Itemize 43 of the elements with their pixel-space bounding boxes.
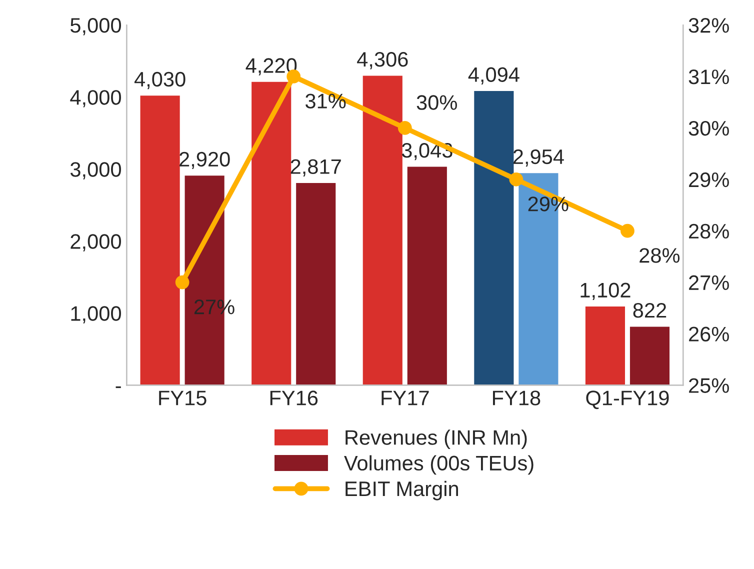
bar bbox=[294, 182, 338, 386]
point bbox=[620, 224, 634, 238]
data-label: 822 bbox=[633, 302, 666, 318]
y-tick-label: 2,000 bbox=[70, 234, 121, 252]
bar bbox=[472, 90, 516, 386]
y2-tick-label: 26% bbox=[689, 326, 729, 342]
data-label: 4,030 bbox=[134, 72, 186, 90]
y2-tick-label: 32% bbox=[688, 18, 729, 33]
legend-label: EBIT Margin bbox=[346, 480, 458, 500]
data-label: 1,102 bbox=[580, 282, 630, 300]
bar bbox=[628, 325, 671, 386]
x-tick-label: FY18 bbox=[493, 390, 540, 406]
legend-label: Volumes (00s TEUs) bbox=[344, 455, 534, 475]
y2-tick-label: 31% bbox=[688, 69, 729, 84]
point bbox=[509, 172, 524, 186]
point bbox=[175, 275, 190, 290]
y-tick-label: 5,000 bbox=[70, 18, 121, 36]
y2-tick-label: 30% bbox=[688, 120, 729, 136]
x-tick-label: FY15 bbox=[159, 390, 206, 406]
y2-tick-label: 27% bbox=[689, 275, 729, 290]
bar bbox=[361, 74, 404, 386]
x-tick-label: FY16 bbox=[270, 390, 318, 406]
bar bbox=[406, 165, 448, 386]
y2-tick-label: 28% bbox=[689, 224, 729, 239]
bar bbox=[584, 305, 626, 386]
x-tick-label: Q1-FY19 bbox=[586, 390, 669, 410]
data-label: 4,306 bbox=[357, 52, 408, 70]
y-tick-label: - bbox=[116, 386, 121, 388]
point bbox=[398, 121, 412, 135]
bar bbox=[138, 94, 182, 386]
y2-tick-label: 29% bbox=[689, 172, 729, 188]
y-tick-label: 4,000 bbox=[70, 90, 121, 108]
y2-tick-label: 25% bbox=[689, 378, 729, 393]
x-tick-label: FY17 bbox=[382, 390, 429, 406]
data-label: 2,954 bbox=[513, 149, 564, 167]
data-label: 31% bbox=[306, 94, 346, 108]
data-label: 4,094 bbox=[468, 67, 520, 84]
y-tick-label: 1,000 bbox=[71, 306, 121, 324]
data-label: 30% bbox=[416, 95, 457, 110]
legend-label: Revenues (INR Mn) bbox=[346, 430, 527, 449]
data-label: 4,220 bbox=[246, 58, 297, 76]
data-label: 28% bbox=[640, 248, 680, 263]
y-tick-label: 3,000 bbox=[70, 162, 121, 180]
